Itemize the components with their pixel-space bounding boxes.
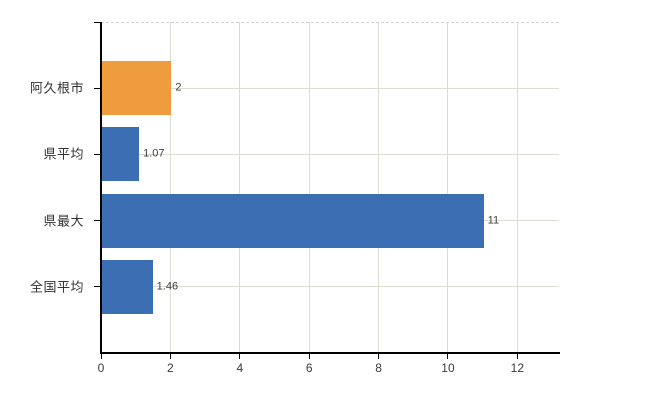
- plot-area: [101, 22, 559, 353]
- x-tick-label: 8: [375, 361, 382, 375]
- v-gridline: [308, 22, 310, 353]
- y-tick: [94, 22, 101, 23]
- x-tick: [100, 354, 102, 359]
- v-gridline: [378, 22, 380, 353]
- x-tick-label: 6: [305, 361, 313, 375]
- category-label: 県最大: [43, 213, 84, 229]
- y-tick: [94, 87, 101, 89]
- value-label: 1.46: [156, 280, 179, 293]
- y-axis-line: [100, 22, 102, 353]
- v-gridline: [169, 22, 171, 353]
- x-tick: [516, 354, 518, 359]
- x-tick: [308, 354, 310, 359]
- value-label: 1.07: [143, 147, 165, 160]
- x-tick-label: 10: [441, 361, 455, 375]
- y-tick: [94, 286, 101, 288]
- category-label: 県平均: [43, 146, 84, 162]
- h-gridline: [101, 286, 559, 288]
- x-tick: [169, 354, 171, 359]
- x-axis-line: [100, 352, 560, 354]
- bar: [102, 61, 172, 116]
- v-gridline: [516, 22, 518, 353]
- y-tick: [94, 153, 101, 155]
- x-tick: [378, 354, 380, 359]
- y-tick: [94, 220, 101, 222]
- v-gridline: [447, 22, 449, 353]
- x-tick-label: 4: [236, 361, 244, 375]
- value-label: 11: [487, 214, 500, 227]
- value-label: 2: [175, 81, 182, 94]
- h-gridline: [101, 153, 559, 155]
- h-gridline: [101, 87, 559, 89]
- category-label: 全国平均: [29, 279, 84, 295]
- category-label: 阿久根市: [29, 80, 84, 96]
- x-tick-label: 0: [97, 361, 105, 375]
- bar: [102, 127, 140, 182]
- bar: [102, 259, 153, 314]
- bar: [102, 193, 484, 248]
- x-tick-label: 2: [167, 361, 174, 375]
- x-tick-label: 12: [510, 361, 525, 375]
- plot-top-border: [101, 22, 559, 23]
- x-tick: [447, 354, 449, 359]
- x-tick: [239, 354, 241, 359]
- v-gridline: [239, 22, 241, 353]
